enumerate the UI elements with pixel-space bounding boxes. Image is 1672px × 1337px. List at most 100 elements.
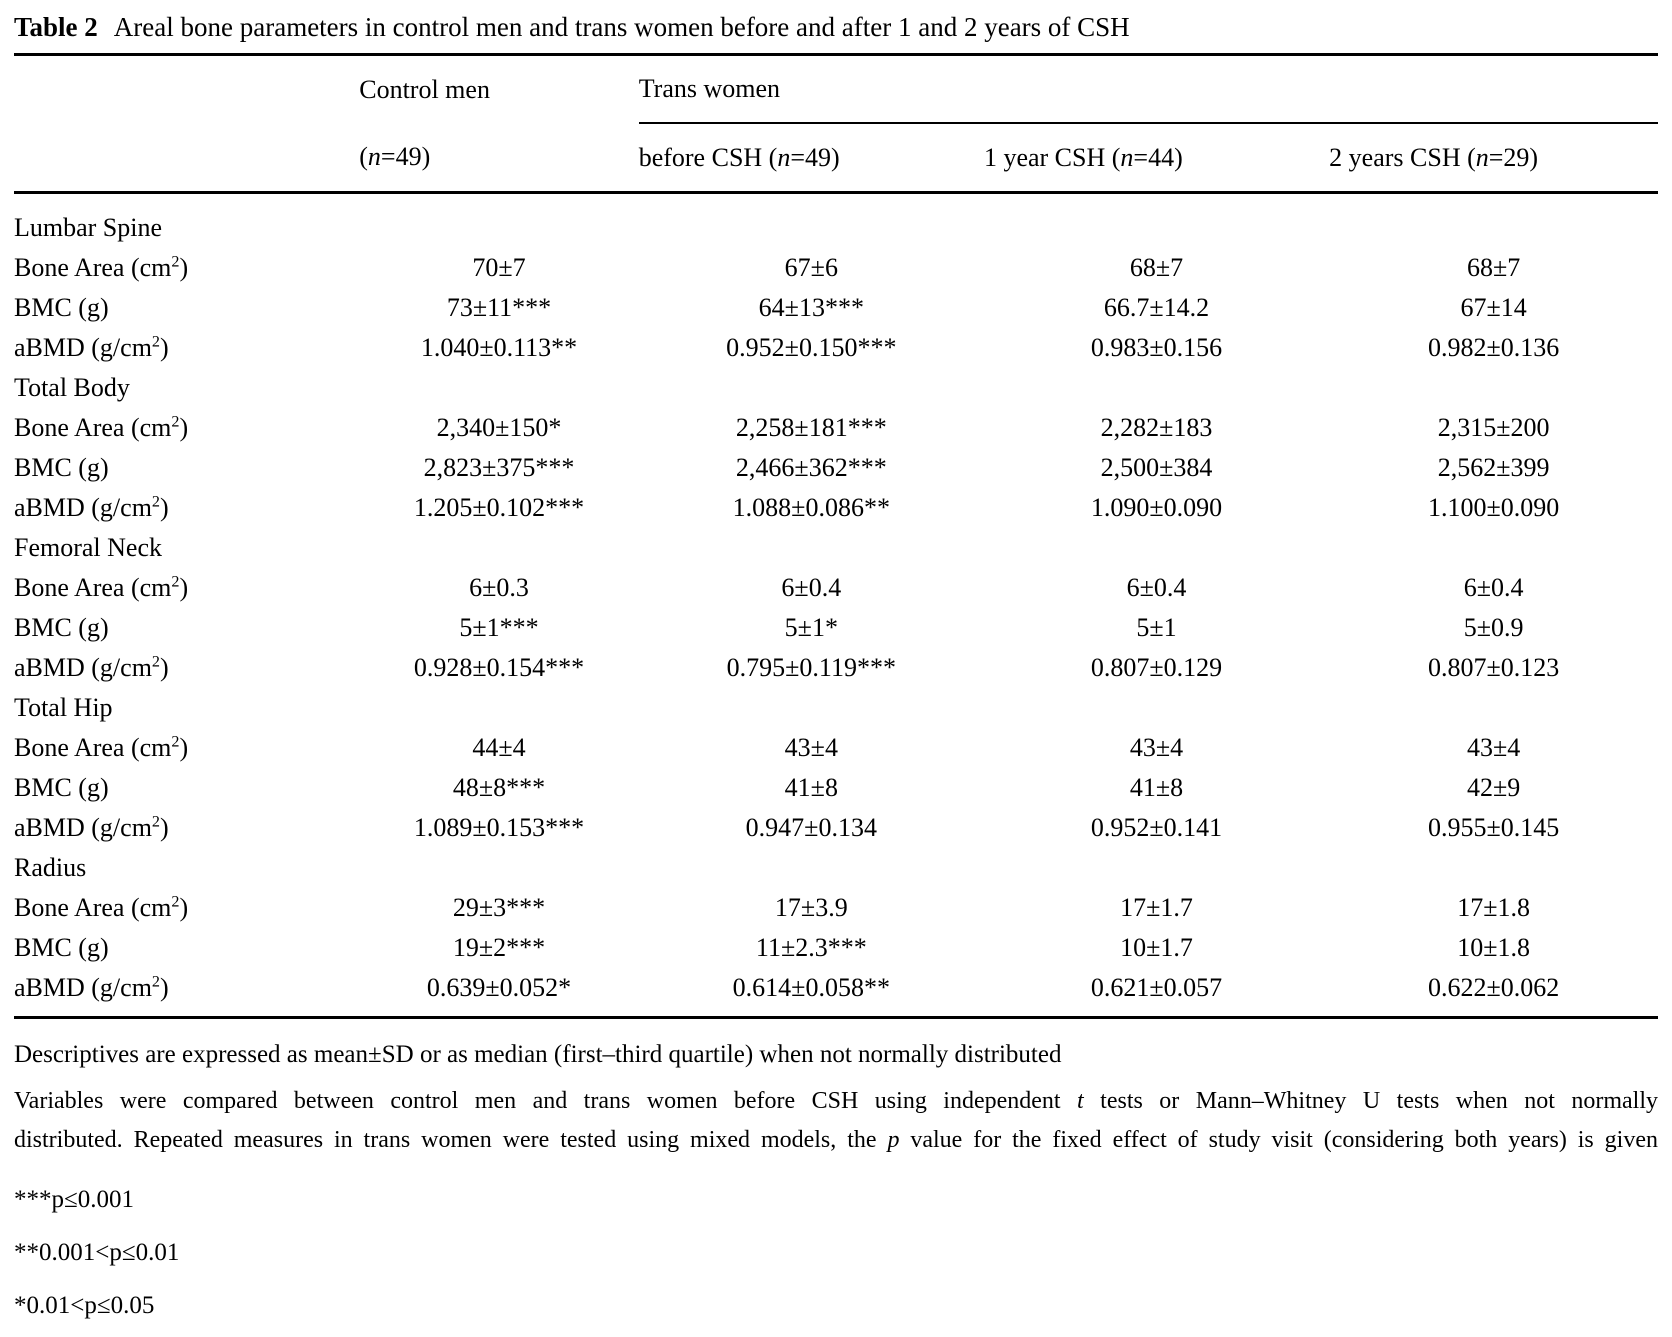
table-row: BMC (g) 19±2*** 11±2.3*** 10±1.7 10±1.8: [14, 928, 1658, 968]
value-cell: 0.928±0.154***: [413, 653, 585, 682]
value-cell: 10±1.8: [1457, 933, 1530, 962]
value-cell: 48±8***: [452, 773, 546, 802]
empty-header-cell: [14, 53, 360, 123]
value-cell: 6±0.4: [1463, 573, 1524, 602]
section-label: Total Body: [14, 373, 130, 402]
row-label: aBMD (g/cm2): [14, 968, 360, 1019]
value-cell: 2,823±375***: [423, 453, 575, 482]
table-body: Lumbar Spine Bone Area (cm2) 70±7 67±6 68±7 6…: [14, 193, 1658, 1019]
value-cell: 0.807±0.129: [1090, 653, 1223, 682]
value-cell: 2,500±384: [1100, 453, 1213, 482]
value-cell: 5±0.9: [1463, 613, 1524, 642]
table-row: aBMD (g/cm2) 1.040±0.113** 0.952±0.150*** 0…: [14, 328, 1658, 368]
sub-header-row: (n=49) before CSH (n=49) 1 year CSH (n=4…: [14, 123, 1658, 194]
footnote-descriptives: Descriptives are expressed as mean±SD or…: [14, 1041, 1062, 1068]
table-row: Bone Area (cm2) 70±7 67±6 68±7 68±7: [14, 248, 1658, 288]
value-cell: 0.622±0.062: [1329, 968, 1658, 1019]
row-label: BMC (g): [14, 613, 109, 642]
section-label: Femoral Neck: [14, 533, 163, 562]
value-cell: 0.614±0.058**: [638, 968, 984, 1019]
row-label: Bone Area (cm2): [14, 573, 189, 602]
value-cell: 17±1.8: [1457, 893, 1530, 922]
row-label: BMC (g): [14, 453, 109, 482]
table-row: BMC (g) 73±11*** 64±13*** 66.7±14.2 67±14: [14, 288, 1658, 328]
value-cell: 11±2.3***: [755, 933, 867, 962]
row-label: aBMD (g/cm2): [14, 333, 169, 362]
value-cell: 0.795±0.119***: [726, 653, 896, 682]
footnote-methods-line2: distributed. Repeated measures in trans …: [14, 1127, 1659, 1153]
value-cell: 17±3.9: [774, 893, 848, 922]
table-row: Bone Area (cm2) 2,340±150* 2,258±181*** 2,2…: [14, 408, 1658, 448]
value-cell: 70±7: [472, 253, 526, 282]
table-title: Table 2 Areal bone parameters in control …: [14, 10, 1658, 44]
value-cell: 1.089±0.153***: [413, 813, 585, 842]
table-row: aBMD (g/cm2) 1.089±0.153*** 0.947±0.134 0.9…: [14, 808, 1658, 848]
table-caption: Areal bone parameters in control men and…: [113, 12, 1130, 42]
table-number: Table 2: [14, 12, 98, 42]
col-header-1-year-csh: 1 year CSH (n=44): [983, 123, 1330, 194]
value-cell: 29±3***: [452, 893, 546, 922]
footnote-significance-1star: *0.01<p≤0.05: [14, 1292, 155, 1319]
value-cell: 66.7±14.2: [1103, 293, 1210, 322]
value-cell: 2,340±150*: [436, 413, 562, 442]
table-row: Bone Area (cm2) 44±4 43±4 43±4 43±4: [14, 728, 1658, 768]
value-cell: 0.983±0.156: [1090, 333, 1223, 362]
row-label: aBMD (g/cm2): [14, 493, 169, 522]
value-cell: 43±4: [1466, 733, 1521, 762]
col-group-trans-women: Trans women: [638, 53, 1658, 124]
value-cell: 2,282±183: [1100, 413, 1213, 442]
value-cell: 17±1.7: [1120, 893, 1193, 922]
row-label: aBMD (g/cm2): [14, 653, 169, 682]
table-row: Bone Area (cm2) 6±0.3 6±0.4 6±0.4 6±0.4: [14, 568, 1658, 608]
value-cell: 0.955±0.145: [1427, 813, 1560, 842]
col-group-control-men: Control men: [359, 53, 639, 123]
table-row: BMC (g) 48±8*** 41±8 41±8 42±9: [14, 768, 1658, 808]
row-label: Bone Area (cm2): [14, 733, 189, 762]
col-header-control-n: (n=49): [359, 123, 639, 194]
table-row: aBMD (g/cm2) 1.205±0.102*** 1.088±0.086** 1…: [14, 488, 1658, 528]
value-cell: 0.639±0.052*: [359, 968, 639, 1019]
value-cell: 2,258±181***: [735, 413, 887, 442]
value-cell: 41±8: [784, 773, 838, 802]
table-row: Bone Area (cm2) 29±3*** 17±3.9 17±1.7 17±1.8: [14, 888, 1658, 928]
row-label: Bone Area (cm2): [14, 253, 189, 282]
section-row: Total Body: [14, 368, 1658, 408]
row-label: BMC (g): [14, 773, 109, 802]
value-cell: 42±9: [1466, 773, 1521, 802]
row-label: aBMD (g/cm2): [14, 813, 169, 842]
value-cell: 68±7: [1466, 253, 1521, 282]
value-cell: 0.807±0.123: [1427, 653, 1560, 682]
value-cell: 43±4: [1129, 733, 1184, 762]
row-label: BMC (g): [14, 293, 109, 322]
value-cell: 44±4: [472, 733, 526, 762]
section-row: Radius: [14, 848, 1658, 888]
value-cell: 1.205±0.102***: [413, 493, 585, 522]
footnote-methods: Variables were compared between control …: [14, 1082, 1658, 1160]
section-label: Lumbar Spine: [14, 213, 163, 242]
value-cell: 43±4: [784, 733, 838, 762]
value-cell: 67±6: [784, 253, 838, 282]
table-row: BMC (g) 5±1*** 5±1* 5±1 5±0.9: [14, 608, 1658, 648]
value-cell: 2,562±399: [1437, 453, 1550, 482]
value-cell: 6±0.4: [1126, 573, 1187, 602]
value-cell: 10±1.7: [1120, 933, 1193, 962]
section-row: Total Hip: [14, 688, 1658, 728]
footnote-significance-2star: **0.001<p≤0.01: [14, 1239, 180, 1266]
row-label: BMC (g): [14, 933, 109, 962]
col-header-2-years-csh: 2 years CSH (n=29): [1329, 123, 1658, 194]
table-footnotes: Descriptives are expressed as mean±SD or…: [14, 1040, 1658, 1319]
value-cell: 41±8: [1129, 773, 1184, 802]
value-cell: 5±1*: [784, 613, 838, 642]
areal-bone-parameters-table: Control men Trans women (n=49) before CS…: [14, 53, 1658, 1019]
value-cell: 1.100±0.090: [1427, 493, 1560, 522]
value-cell: 2,466±362***: [735, 453, 887, 482]
row-label: Bone Area (cm2): [14, 413, 189, 442]
table-row: BMC (g) 2,823±375*** 2,466±362*** 2,500±384…: [14, 448, 1658, 488]
table-row: aBMD (g/cm2) 0.639±0.052* 0.614±0.058** 0.6…: [14, 968, 1658, 1019]
value-cell: 0.952±0.150***: [726, 333, 897, 362]
value-cell: 0.952±0.141: [1090, 813, 1223, 842]
value-cell: 0.621±0.057: [983, 968, 1330, 1019]
table-row: aBMD (g/cm2) 0.928±0.154*** 0.795±0.119***…: [14, 648, 1658, 688]
value-cell: 1.040±0.113**: [420, 333, 578, 362]
